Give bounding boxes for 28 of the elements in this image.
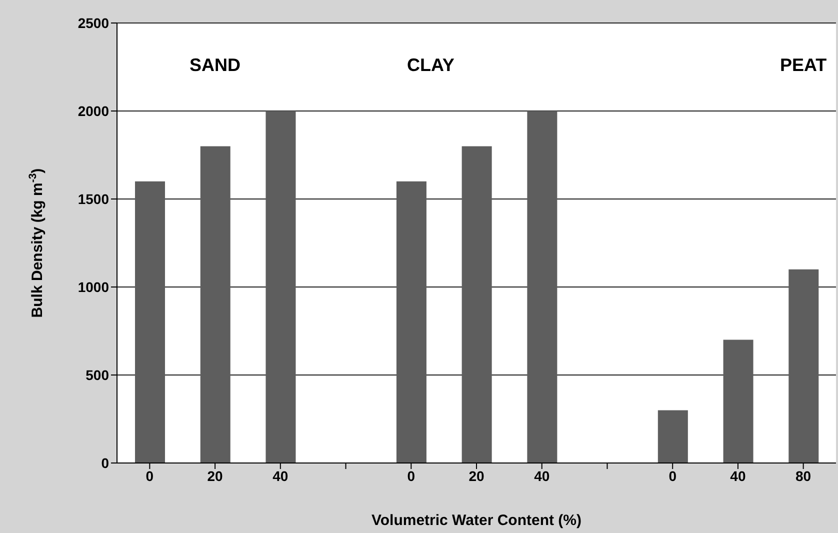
bar [788,269,819,463]
bar [200,146,230,463]
x-tick-label: 40 [730,468,746,484]
y-tick-label: 0 [101,454,110,471]
bar [396,181,426,463]
y-tick-label: 2500 [78,14,110,31]
x-axis-title: Volumetric Water Content (%) [371,512,582,529]
annotation: CLAY [406,55,456,76]
y-tick-label: 1500 [78,190,110,207]
bar [723,340,754,463]
x-tick-label: 20 [468,468,484,484]
annotation: SAND [188,55,242,76]
bar [135,181,165,463]
annotation: PEAT [778,55,828,76]
x-tick-label: 80 [796,468,812,484]
y-tick-label: 500 [86,366,110,383]
x-tick-label: 0 [668,468,677,484]
x-tick-label: 0 [407,468,416,484]
bar [462,146,492,463]
bar [658,410,688,463]
y-tick-label: 2000 [78,102,110,119]
x-tick-label: 20 [207,468,224,484]
bar [527,111,558,463]
bar [266,111,296,463]
x-tick-label: 0 [146,468,154,484]
x-tick-label: 40 [534,468,550,484]
y-tick-label: 1000 [78,278,110,295]
x-tick-label: 40 [272,468,288,484]
